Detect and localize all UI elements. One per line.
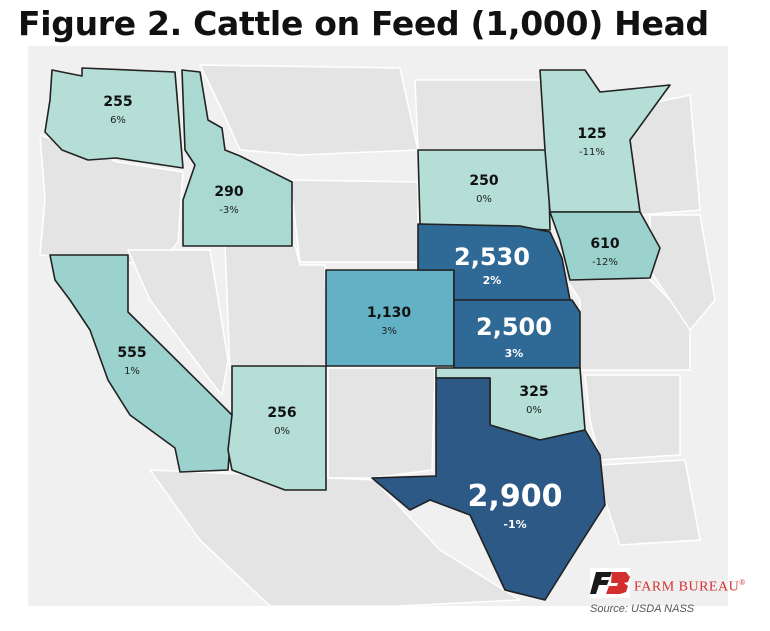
- arizona-value: 256: [267, 405, 296, 421]
- iowa-state: [549, 211, 661, 281]
- arizona-state: [227, 365, 327, 491]
- farm-bureau-logo-icon: [590, 568, 630, 598]
- cattle-states: [44, 67, 671, 601]
- new-mexico-state: [327, 367, 436, 479]
- kansas-state: [453, 299, 581, 369]
- source-note: Source: USDA NASS: [590, 603, 695, 615]
- texas-state: [371, 377, 606, 601]
- washington-change: 6%: [110, 115, 126, 126]
- state-labels: 255 6% 290 -3% 555 1% 256 0% 1,130 3% 25…: [103, 94, 619, 531]
- south-dakota-state: [417, 149, 551, 231]
- idaho-value: 290: [214, 184, 243, 200]
- colorado-change: 3%: [381, 326, 397, 337]
- north-dakota-state: [414, 79, 551, 151]
- south-dakota-change: 0%: [476, 194, 492, 205]
- idaho-change: -3%: [219, 205, 238, 216]
- iowa-value: 610: [590, 236, 619, 252]
- california-state: [49, 254, 233, 473]
- nebraska-change: 2%: [483, 274, 502, 287]
- washington-value: 255: [103, 94, 132, 110]
- farm-bureau-logo: FARM BUREAU®: [590, 568, 756, 598]
- arizona-change: 0%: [274, 426, 290, 437]
- california-change: 1%: [124, 366, 140, 377]
- south-dakota-value: 250: [469, 173, 498, 189]
- farm-bureau-text: FARM BUREAU®: [634, 578, 746, 595]
- texas-value: 2,900: [468, 479, 563, 514]
- washington-state: [44, 67, 184, 169]
- oklahoma-value: 325: [519, 384, 548, 400]
- minnesota-change: -11%: [579, 147, 605, 158]
- colorado-value: 1,130: [367, 305, 412, 321]
- arkansas-state: [584, 374, 681, 461]
- minnesota-state: [539, 69, 671, 213]
- map-title: Figure 2. Cattle on Feed (1,000) Head: [18, 4, 709, 43]
- cattle-on-feed-map: 255 6% 290 -3% 555 1% 256 0% 1,130 3% 25…: [28, 46, 728, 606]
- nebraska-value: 2,530: [454, 243, 530, 271]
- idaho-state: [181, 69, 293, 247]
- texas-change: -1%: [503, 518, 526, 531]
- mexico-land: [148, 469, 523, 606]
- montana-state: [198, 64, 419, 156]
- louisiana-state: [599, 459, 701, 546]
- california-value: 555: [117, 345, 146, 361]
- iowa-change: -12%: [592, 257, 618, 268]
- nevada-state: [126, 249, 229, 397]
- wyoming-state: [289, 179, 419, 263]
- kansas-change: 3%: [505, 347, 524, 360]
- oklahoma-change: 0%: [526, 405, 542, 416]
- utah-state: [224, 244, 329, 371]
- minnesota-value: 125: [577, 126, 606, 142]
- kansas-value: 2,500: [476, 313, 552, 341]
